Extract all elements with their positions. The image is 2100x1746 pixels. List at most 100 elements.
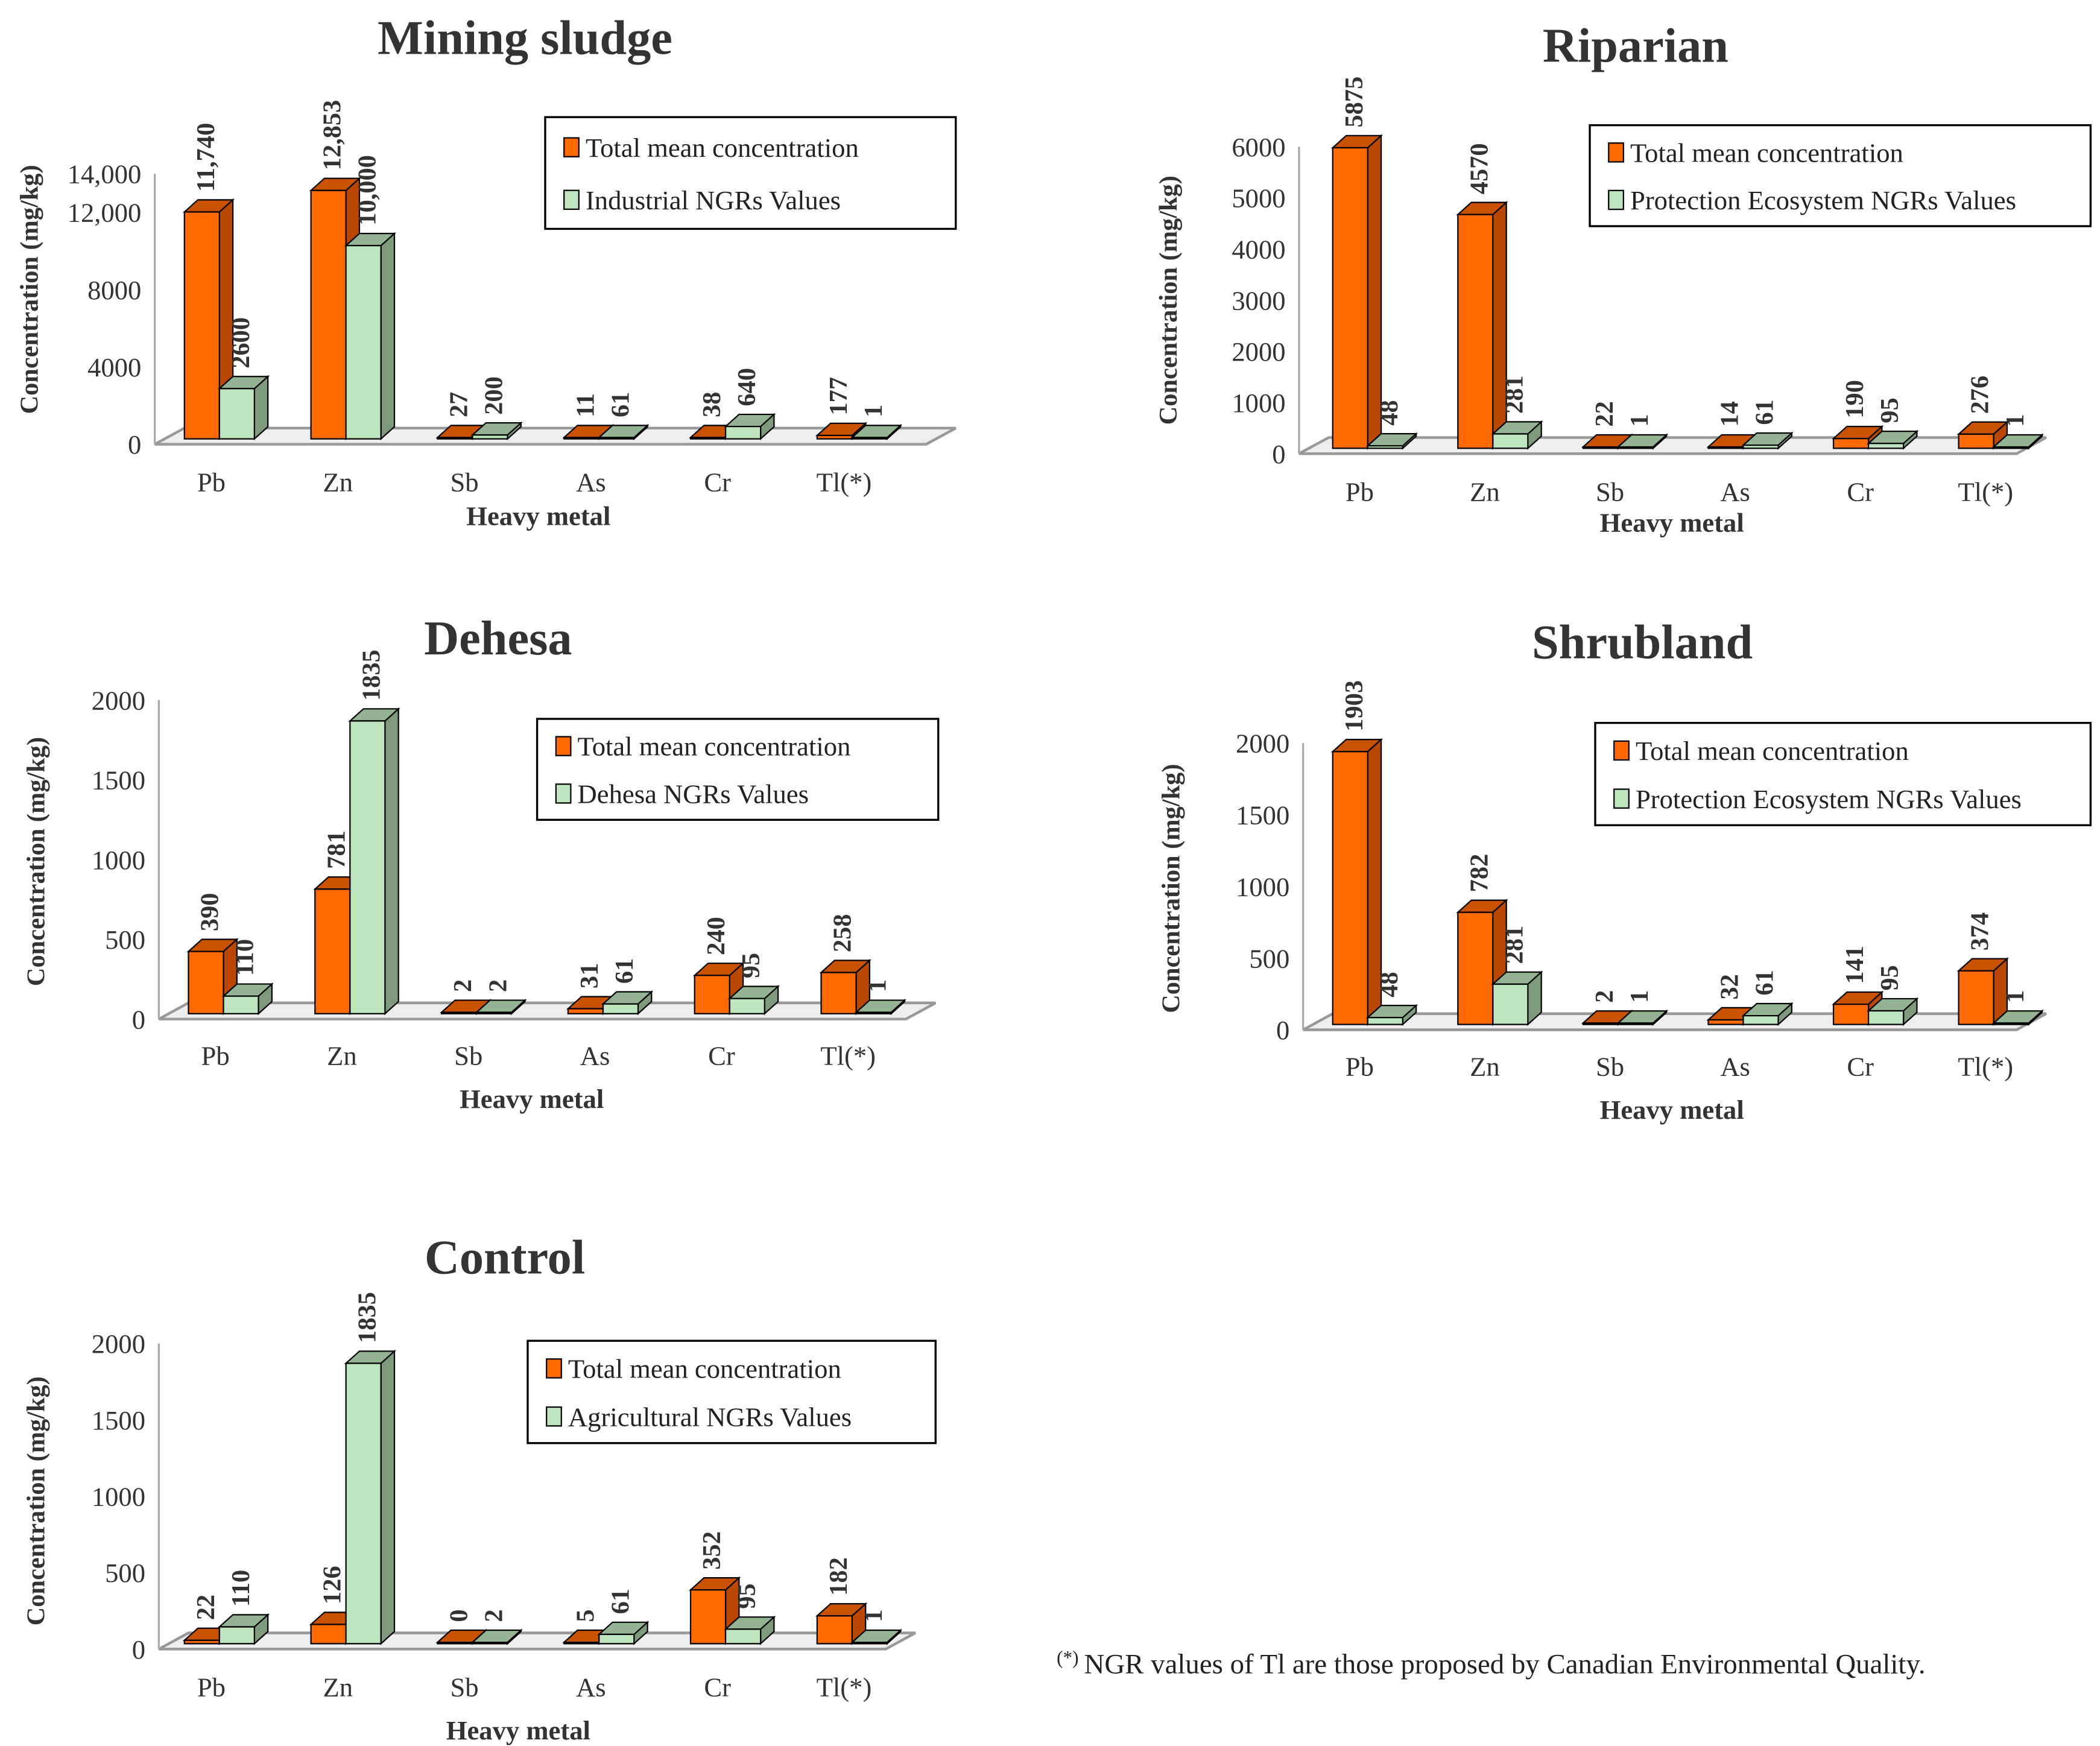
data-label: 22 bbox=[1590, 401, 1619, 426]
bar-front bbox=[1993, 446, 2029, 449]
data-label: 352 bbox=[698, 1531, 726, 1570]
bar-front bbox=[437, 1642, 473, 1645]
legend-label: Protection Ecosystem NGRs Values bbox=[1630, 185, 2016, 215]
bar-front bbox=[689, 1589, 727, 1645]
bar-front bbox=[563, 1642, 600, 1645]
bar-front bbox=[724, 1628, 762, 1645]
bar-front bbox=[1993, 1022, 2029, 1025]
bar-ngr-value bbox=[854, 998, 906, 1016]
bar-front bbox=[1707, 1019, 1744, 1025]
bar-total-mean bbox=[1956, 957, 2009, 1026]
y-tick-label: 4000 bbox=[87, 352, 141, 382]
y-tick-label: 2000 bbox=[92, 1329, 145, 1359]
x-tick-label: As bbox=[576, 467, 606, 498]
bar-ngr-value bbox=[1365, 1004, 1418, 1026]
x-axis-title: Heavy metal bbox=[460, 1084, 604, 1114]
bar-front bbox=[1617, 1022, 1654, 1025]
bar-front bbox=[440, 1011, 478, 1014]
bar-total-mean bbox=[1956, 420, 2009, 450]
data-label: 0 bbox=[445, 1609, 473, 1622]
footnote-text: NGR values of Tl are those proposed by C… bbox=[1084, 1648, 1926, 1680]
data-label: 1 bbox=[864, 979, 892, 992]
bar-ngr-value bbox=[217, 1613, 270, 1645]
data-label: 640 bbox=[733, 368, 761, 406]
bar-ngr-value bbox=[1991, 1009, 2044, 1026]
data-label: 177 bbox=[824, 377, 853, 416]
bar-ngr-value bbox=[1491, 420, 1543, 450]
data-label: 14 bbox=[1716, 401, 1744, 426]
x-tick-label: Tl(*) bbox=[820, 1041, 876, 1071]
y-tick-label: 4000 bbox=[1232, 235, 1285, 265]
bar-front bbox=[345, 1362, 382, 1645]
bar-front bbox=[349, 720, 386, 1014]
y-tick-label: 12,000 bbox=[68, 198, 142, 228]
legend: Total mean concentration Industrial NGRs … bbox=[544, 116, 957, 230]
data-label: 22 bbox=[192, 1595, 220, 1620]
legend: Total mean concentration Protection Ecosy… bbox=[1594, 721, 2092, 826]
chart-mining-sludge: Mining sludge 0 4000 8000 12,000 14,000 Concen… bbox=[15, 11, 957, 531]
bar-front bbox=[345, 245, 382, 440]
bar-front bbox=[851, 1642, 888, 1645]
y-tick-label: 500 bbox=[105, 925, 145, 955]
bar-front bbox=[724, 426, 762, 440]
y-axis-title: Concentration (mg/kg) bbox=[22, 737, 51, 986]
data-label: 48 bbox=[1375, 400, 1403, 425]
x-tick-label: Pb bbox=[1346, 1051, 1374, 1081]
data-label: 12,853 bbox=[318, 100, 347, 171]
bar-front bbox=[218, 1626, 255, 1645]
x-tick-label: As bbox=[580, 1041, 610, 1071]
legend-swatch-total bbox=[555, 736, 572, 756]
y-tick-label: 3000 bbox=[1232, 285, 1285, 315]
chart-floor bbox=[158, 1001, 937, 1020]
legend-swatch-total bbox=[1608, 142, 1624, 163]
y-axis-title: Concentration (mg/kg) bbox=[22, 1376, 51, 1625]
data-label: 5875 bbox=[1340, 77, 1368, 128]
x-tick-label: Cr bbox=[704, 1672, 731, 1702]
bar-front bbox=[310, 189, 347, 440]
bar-ngr-value bbox=[1867, 997, 1919, 1026]
data-label: 48 bbox=[1375, 972, 1403, 997]
data-label: 38 bbox=[698, 392, 726, 417]
bar-front bbox=[1457, 214, 1494, 449]
data-label: 1903 bbox=[1340, 680, 1368, 732]
data-label: 1 bbox=[1625, 990, 1654, 1003]
bar-front bbox=[689, 437, 727, 440]
bar-ngr-value bbox=[1867, 429, 1919, 450]
y-axis-title: Concentration (mg/kg) bbox=[1154, 176, 1183, 425]
legend-swatch-total bbox=[1613, 740, 1630, 761]
bar-front bbox=[1867, 443, 1905, 449]
legend-swatch-total bbox=[546, 1358, 562, 1379]
legend-label: Total mean concentration bbox=[586, 133, 859, 163]
data-label: 1 bbox=[859, 1609, 888, 1622]
x-tick-label: Pb bbox=[1346, 476, 1374, 507]
bar-front bbox=[1958, 970, 1994, 1025]
y-tick-label: 1500 bbox=[1236, 800, 1289, 830]
bar-front bbox=[1457, 911, 1494, 1025]
data-label: 281 bbox=[1500, 926, 1528, 964]
data-label: 2600 bbox=[227, 317, 255, 368]
legend-box bbox=[544, 116, 957, 230]
x-tick-label: Sb bbox=[1596, 1051, 1624, 1081]
data-label: 61 bbox=[1751, 399, 1779, 425]
bar-front bbox=[598, 1633, 635, 1645]
legend-box bbox=[527, 1340, 937, 1444]
data-label: 11 bbox=[571, 393, 599, 417]
data-label: 390 bbox=[196, 893, 224, 932]
data-label: 190 bbox=[1841, 380, 1869, 419]
bar-ngr-value bbox=[344, 232, 396, 441]
bar-front bbox=[476, 1011, 513, 1014]
data-label: 1835 bbox=[353, 1292, 382, 1343]
legend-swatch-ngr bbox=[546, 1406, 562, 1427]
data-label: 10,000 bbox=[353, 155, 382, 226]
bar-front bbox=[223, 995, 259, 1014]
data-label: 2 bbox=[484, 979, 512, 992]
y-tick-label: 2000 bbox=[1232, 337, 1285, 367]
data-label: 782 bbox=[1465, 854, 1493, 893]
y-tick-label: 0 bbox=[1272, 439, 1285, 469]
bar-front bbox=[1492, 433, 1529, 449]
bar-front bbox=[567, 1008, 604, 1014]
bar-front bbox=[1832, 438, 1870, 449]
data-label: 95 bbox=[737, 953, 765, 978]
x-tick-label: Tl(*) bbox=[817, 467, 872, 498]
data-label: 95 bbox=[1876, 965, 1904, 990]
